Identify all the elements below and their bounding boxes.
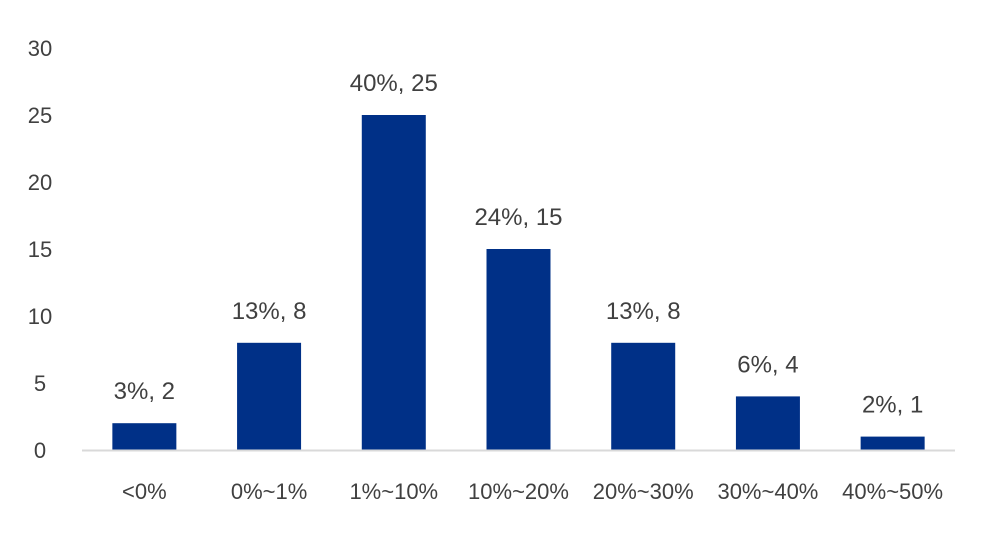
data-label: 2%, 1 bbox=[862, 392, 923, 419]
data-label: 13%, 8 bbox=[232, 298, 307, 325]
x-tick-label: 0%~1% bbox=[231, 479, 307, 504]
bar bbox=[112, 423, 177, 450]
bar bbox=[860, 436, 925, 450]
data-labels: 3%, 2 13%, 8 40%, 25 24%, 15 13%, 8 6%, 4 2%, … bbox=[114, 70, 924, 419]
x-axis: <0% 0%~1% 1%~10% 10%~20% 20%~30% 30%~40% 40%~5… bbox=[122, 479, 943, 504]
bar bbox=[611, 342, 676, 450]
x-tick-label: 1%~10% bbox=[349, 479, 438, 504]
x-tick-label: 10%~20% bbox=[468, 479, 569, 504]
y-tick-label: 10 bbox=[28, 304, 52, 329]
data-label: 24%, 15 bbox=[474, 204, 562, 231]
y-tick-label: 20 bbox=[28, 170, 52, 195]
bar bbox=[237, 342, 302, 450]
data-label: 6%, 4 bbox=[737, 351, 798, 378]
x-tick-label: 20%~30% bbox=[593, 479, 694, 504]
bar bbox=[361, 115, 426, 450]
data-label: 40%, 25 bbox=[350, 70, 438, 97]
x-tick-label: 30%~40% bbox=[717, 479, 818, 504]
data-label: 3%, 2 bbox=[114, 378, 175, 405]
data-label: 13%, 8 bbox=[606, 298, 681, 325]
bar bbox=[735, 396, 800, 450]
x-tick-label: <0% bbox=[122, 479, 167, 504]
bars bbox=[112, 115, 925, 450]
bar bbox=[486, 249, 551, 450]
y-tick-label: 30 bbox=[28, 36, 52, 61]
y-tick-label: 5 bbox=[34, 371, 46, 396]
x-tick-label: 40%~50% bbox=[842, 479, 943, 504]
y-axis: 0 5 10 15 20 25 30 bbox=[28, 36, 52, 463]
y-tick-label: 0 bbox=[34, 438, 46, 463]
y-tick-label: 25 bbox=[28, 103, 52, 128]
y-tick-label: 15 bbox=[28, 237, 52, 262]
